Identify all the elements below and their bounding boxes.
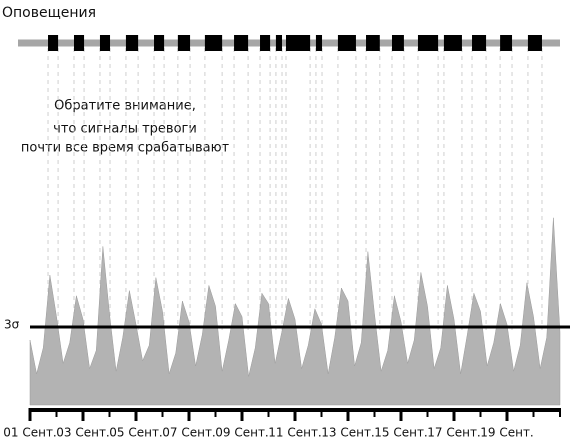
alert bbox=[337, 35, 356, 51]
alert bbox=[391, 35, 404, 51]
x-tick-label: 19 Сент. bbox=[480, 426, 534, 440]
annotation: Обратите внимание, bbox=[54, 99, 196, 114]
alert bbox=[315, 35, 323, 51]
alert bbox=[154, 35, 165, 51]
annotation: что сигналы тревоги bbox=[53, 122, 197, 137]
x-tick-label: 01 Сент. bbox=[3, 426, 57, 440]
x-tick-label: 13 Сент. bbox=[321, 426, 375, 440]
alert bbox=[204, 35, 223, 51]
alert bbox=[99, 35, 111, 51]
alert bbox=[177, 35, 191, 51]
alert bbox=[234, 35, 249, 51]
alert bbox=[527, 35, 542, 51]
alert bbox=[48, 35, 59, 51]
x-tick-label: 15 Сент. bbox=[374, 426, 428, 440]
x-tick-label: 03 Сент. bbox=[56, 426, 110, 440]
x-tick-label: 11 Сент. bbox=[268, 426, 322, 440]
alert bbox=[125, 35, 139, 51]
x-tick-label: 09 Сент. bbox=[215, 426, 269, 440]
x-tick-label: 07 Сент. bbox=[162, 426, 216, 440]
alert bbox=[500, 35, 513, 51]
x-tick-label: 17 Сент. bbox=[427, 426, 481, 440]
threshold-label: 3σ bbox=[4, 318, 20, 332]
alert bbox=[472, 35, 487, 51]
alert bbox=[260, 35, 271, 51]
chart-title: Оповещения bbox=[2, 5, 96, 21]
alert bbox=[417, 35, 439, 51]
alert bbox=[285, 35, 311, 51]
alert bbox=[366, 35, 380, 51]
x-tick-label: 05 Сент. bbox=[109, 426, 163, 440]
alert bbox=[73, 35, 85, 51]
alert bbox=[443, 35, 462, 51]
alert bbox=[275, 35, 283, 51]
annotation: почти все время срабатывают bbox=[21, 141, 230, 156]
area bbox=[29, 217, 561, 406]
